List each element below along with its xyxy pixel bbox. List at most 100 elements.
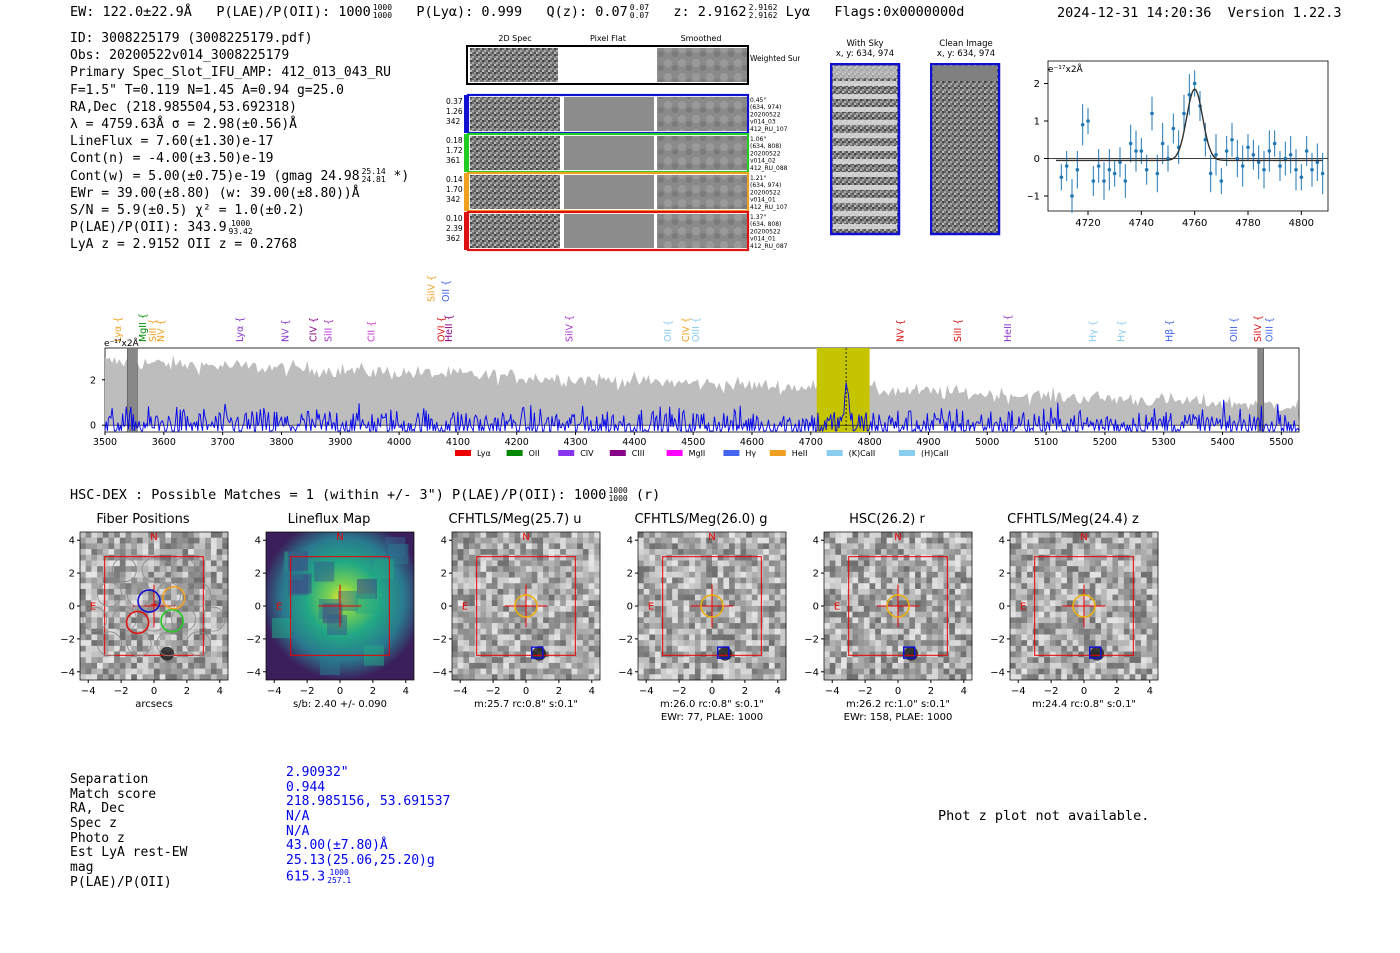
- zoom-point: [1160, 141, 1165, 146]
- panel-title: Lineflux Map: [287, 512, 371, 527]
- panel-caption: arcsecs: [135, 699, 173, 710]
- legend-label: (K)CaII: [849, 449, 876, 458]
- spectral-line-label: OIII {: [1229, 317, 1240, 342]
- zoom-point: [1107, 167, 1112, 172]
- panel-plot: N E −4 −4 −2 −2 0 0 2 2 4 4 m:24.4 rc:0.8" s:0.1": [990, 531, 1159, 710]
- legend-swatch: [666, 450, 683, 456]
- panel-ytick-label: 0: [999, 602, 1005, 613]
- panel-plot: N E + −4 −4 −2 −2 0 0 2 2 4 4 arcsecs: [60, 531, 229, 710]
- north-label: N: [1080, 532, 1087, 543]
- spectrum-xtick-label: 4300: [563, 437, 587, 448]
- spectral-line-label: CII {: [366, 321, 377, 342]
- panel-xtick-label: 0: [523, 686, 529, 697]
- panel-ytick-label: −2: [990, 634, 1005, 645]
- panel-xtick-label: −2: [300, 686, 315, 697]
- panel-ytick-label: −2: [246, 634, 261, 645]
- spectral-line-label: OIII {: [691, 317, 702, 342]
- image-panel: Fiber Positions N E + −4 −4 −2 −2 0 0 2 2 4 4 arcsecs: [50, 512, 230, 727]
- panel-ytick-label: 0: [813, 602, 819, 613]
- panel-xtick-label: 4: [961, 686, 967, 697]
- spectral-line-label: NV {: [896, 319, 907, 342]
- spectral-line-label: Lyα {: [235, 317, 246, 342]
- panel-ytick-label: 2: [441, 569, 447, 580]
- cutout-color-bar: [464, 95, 467, 133]
- match-table-label: Est LyA rest-EW: [70, 845, 188, 861]
- clean-image: [930, 63, 1001, 236]
- line-labels: Lyα {MgII {NV {SiII {Lyα {NV {CIV {SiII …: [113, 275, 1276, 342]
- east-label: E: [834, 601, 840, 612]
- zoom-point: [1246, 145, 1250, 150]
- east-label: E: [1020, 601, 1026, 612]
- spectrum-ytick-label: 2: [90, 375, 96, 386]
- spectrum-xtick-label: 4600: [740, 437, 764, 448]
- cutout-left-value: 0.18: [446, 136, 463, 145]
- panel-ytick-label: 0: [255, 602, 261, 613]
- spectrum-xtick-label: 5500: [1269, 437, 1293, 448]
- col-title-pixelflat: Pixel Flat: [590, 34, 626, 43]
- legend-label: HeII: [792, 449, 808, 458]
- panel-ytick-label: 0: [441, 602, 447, 613]
- zoom-point: [1224, 149, 1229, 153]
- col-title-2dspec: 2D Spec: [498, 34, 531, 43]
- east-label: E: [276, 601, 282, 612]
- plae-header: P(LAE)/P(OII): 1000 1000 1000: [216, 3, 393, 21]
- zoom-xtick-label: 4780: [1235, 218, 1260, 229]
- panel-ytick-label: −4: [990, 667, 1005, 678]
- zoom-point: [1182, 111, 1186, 116]
- cutout-left-value: 0.14: [446, 175, 463, 184]
- match-box: [531, 646, 544, 659]
- zoom-point: [1304, 149, 1309, 153]
- cutout-pixelflat: [564, 136, 654, 170]
- cutout-pixelflat: [564, 175, 654, 209]
- match-table-value: 615.3 1000 257.1: [286, 867, 352, 885]
- detection-info: ID: 3008225179 (3008225179.pdf) Obs: 202…: [70, 30, 409, 254]
- fiber-circle: [97, 582, 122, 607]
- north-label: N: [894, 532, 901, 543]
- panel-plot: N E −4 −4 −2 −2 0 0 2 2 4 4 s/b: 2.40 +/- 0.090: [246, 531, 415, 710]
- image-pixels: [1010, 532, 1159, 681]
- panel-xtick-label: 2: [370, 686, 376, 697]
- panel-xtick-label: 2: [556, 686, 562, 697]
- cutout-right-value: 412_RU_088: [750, 165, 788, 172]
- spectrum-xtick-label: 4500: [681, 437, 705, 448]
- panel-xtick-label: −4: [825, 686, 840, 697]
- spectrum-xtick-label: 3800: [269, 437, 293, 448]
- zoom-point: [1064, 164, 1069, 168]
- cutout-right-value: v014_02: [750, 158, 776, 165]
- zoom-point: [1134, 149, 1138, 153]
- legend-swatch: [609, 450, 626, 456]
- cutout-smoothed: [657, 136, 747, 170]
- zoom-point: [1278, 164, 1282, 168]
- legend-label: CIII: [632, 449, 645, 458]
- cutout-left-value: 342: [446, 195, 461, 204]
- cutout-right-value: (634, 974): [750, 104, 781, 111]
- panel-xtick-label: 4: [403, 686, 409, 697]
- cutout-left-value: 1.26: [446, 107, 463, 116]
- cutout-right-value: v014_01: [750, 236, 776, 243]
- zoom-point: [1214, 152, 1218, 157]
- cutout-2dspec: [470, 214, 560, 248]
- panel-ytick-label: 4: [255, 536, 261, 547]
- panel-plot: N E −4 −4 −2 −2 0 0 2 2 4 4 m:25.7 rc:0.8" s:0.1": [432, 531, 601, 710]
- spectrum-xtick-label: 4900: [916, 437, 940, 448]
- cutout-right-value: 0.45": [750, 97, 766, 104]
- panel-ytick-label: 2: [255, 569, 261, 580]
- cutout-right-value: (634, 808): [750, 221, 781, 228]
- zoom-point: [1102, 179, 1106, 183]
- panel-xtick-label: −4: [81, 686, 96, 697]
- spectrum-legend: Lyα OII CIV CIII MgII Hγ HeII (K)CaII (H)CaII: [455, 449, 948, 458]
- cutout-right-value: 1.37": [750, 214, 766, 221]
- spectrum-xtick-label: 3700: [211, 437, 235, 448]
- panel-title: HSC(26.2) r: [849, 512, 925, 527]
- aperture-box: [290, 556, 390, 656]
- cutout-right-value: v014_03: [750, 119, 776, 126]
- panel-title: CFHTLS/Meg(25.7) u: [448, 512, 582, 527]
- legend-swatch: [899, 450, 915, 456]
- panel-ytick-label: −2: [618, 634, 633, 645]
- zoom-point: [1091, 179, 1096, 183]
- spectrum-ylabel: e⁻¹⁷x2Å: [104, 337, 140, 349]
- fiber-circle: [185, 582, 211, 607]
- spectrum-xtick-label: 5200: [1093, 437, 1117, 448]
- panel-ytick-label: 2: [627, 569, 633, 580]
